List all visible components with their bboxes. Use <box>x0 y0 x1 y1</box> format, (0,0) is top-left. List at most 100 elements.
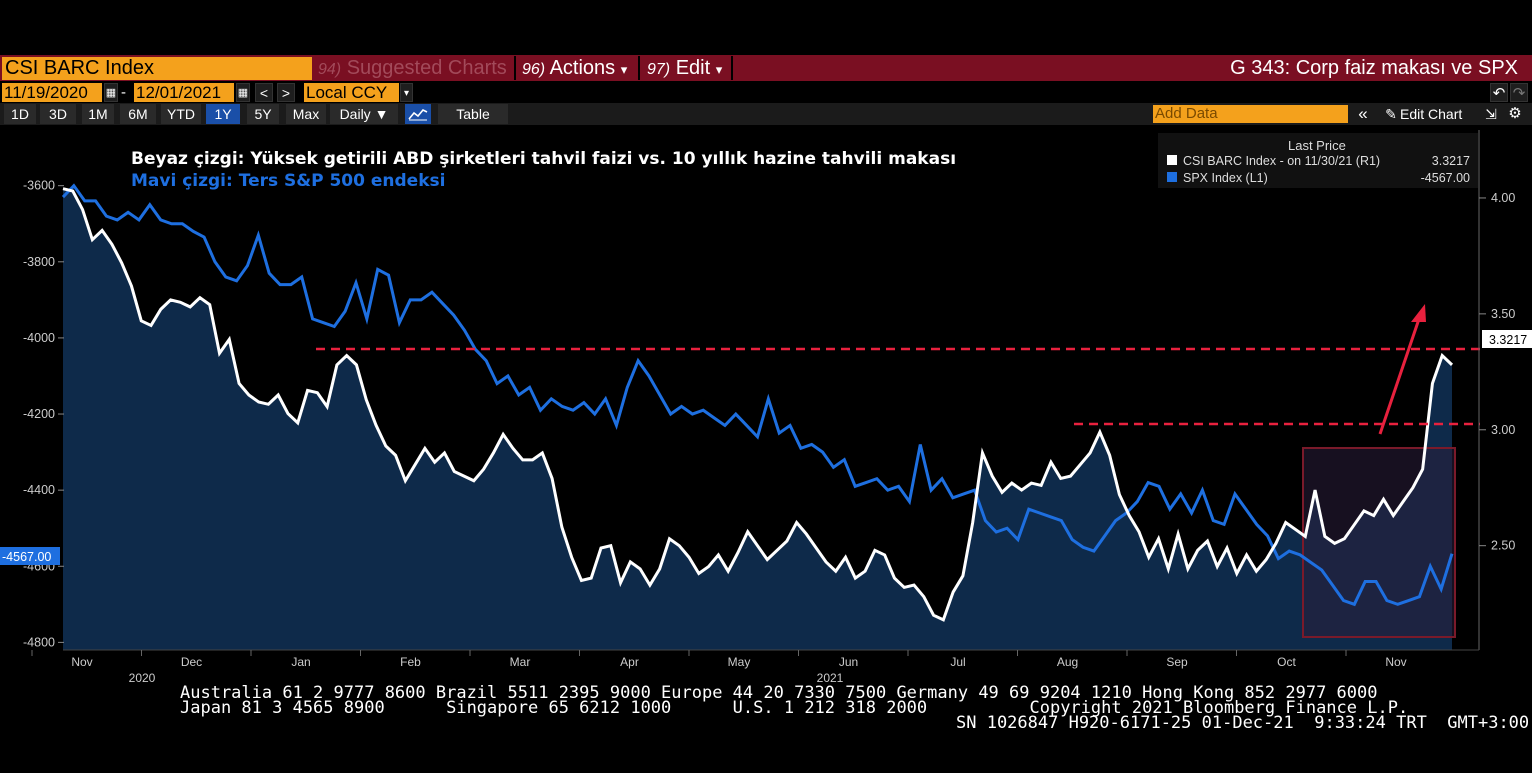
edit-label: Edit <box>675 57 711 79</box>
range-5y[interactable]: 5Y <box>247 104 279 124</box>
left-tick-label: -3600 <box>23 179 55 193</box>
x-tick: Apr <box>579 650 639 669</box>
legend-box <box>1158 133 1478 188</box>
chart-icon[interactable] <box>405 104 431 124</box>
white-series-area <box>63 188 1452 650</box>
right-tick-label: 3.50 <box>1491 307 1515 321</box>
left-tick: -4800 <box>23 635 64 649</box>
add-data-input[interactable]: Add Data <box>1153 105 1348 123</box>
left-tick: -4400 <box>23 483 64 497</box>
left-tick-label: -4200 <box>23 407 55 421</box>
menu-divider <box>514 56 516 80</box>
chart-title: G 343: Corp faiz makası ve SPX <box>1230 57 1518 79</box>
footer-sn: SN 1026847 H920-6171-25 01-Dec-21 9:33:2… <box>956 713 1530 733</box>
range-ytd[interactable]: YTD <box>161 104 201 124</box>
x-tick: Feb <box>360 650 421 669</box>
x-tick: Oct <box>1236 650 1296 669</box>
left-current-value: -4567.00 <box>2 550 51 564</box>
white-series-line <box>62 187 1454 622</box>
x-tick: Jul <box>907 650 966 669</box>
legend-swatch-white <box>1167 155 1177 165</box>
table-tab[interactable]: Table <box>438 104 508 124</box>
collapse-icon[interactable]: « <box>1352 104 1374 124</box>
x-tick: Sep <box>1126 650 1188 669</box>
footer-phones: Australia 61 2 9777 8600 Brazil 5511 239… <box>180 683 1409 718</box>
x-tick-label: Jun <box>839 655 858 669</box>
left-tick: -4000 <box>23 331 64 345</box>
edit-menu[interactable]: 97) Edit ▾ <box>647 56 722 80</box>
menu-divider <box>638 56 640 80</box>
redo-icon[interactable]: ↷ <box>1510 83 1528 102</box>
range-3d[interactable]: 3D <box>40 104 76 124</box>
x-tick: Jun <box>798 650 858 669</box>
x-tick-label: Sep <box>1166 655 1188 669</box>
right-current-badge: 3.3217 <box>1482 330 1532 348</box>
date-dash: - <box>121 84 126 101</box>
right-tick: 2.50 <box>1479 539 1515 553</box>
left-tick-label: -4000 <box>23 331 55 345</box>
edit-chart-button[interactable]: Edit Chart <box>1400 104 1476 124</box>
edit-num: 97) <box>647 61 671 78</box>
legend-row1-value: 3.3217 <box>1432 154 1470 168</box>
range-6m[interactable]: 6M <box>120 104 156 124</box>
export-icon[interactable]: ⇲ <box>1482 104 1500 124</box>
x-tick: Jan <box>250 650 311 669</box>
year-label: 2021 <box>817 671 844 685</box>
legend-header: Last Price <box>1288 138 1346 153</box>
next-period-button[interactable]: > <box>277 83 295 102</box>
currency-dropdown-icon[interactable]: ▾ <box>400 83 413 102</box>
x-tick: Dec <box>141 650 202 669</box>
trend-arrow <box>1378 315 1422 435</box>
x-tick-label: Aug <box>1057 655 1078 669</box>
highlight-box <box>1302 447 1456 638</box>
range-1m[interactable]: 1M <box>82 104 114 124</box>
x-tick: Mar <box>469 650 531 669</box>
right-current-value: 3.3217 <box>1489 333 1527 347</box>
left-axis: -3600-3800-4000-4200-4400-4600-4800 <box>23 179 64 649</box>
suggested-charts-menu[interactable]: 94) Suggested Charts <box>318 56 507 80</box>
end-date-field[interactable]: 12/01/2021 <box>134 83 234 102</box>
calendar-icon[interactable]: ▦ <box>104 83 118 102</box>
frequency-select[interactable]: Daily ▼ <box>330 104 398 124</box>
actions-dropdown-icon: ▾ <box>620 62 628 77</box>
x-tick: Nov <box>31 650 93 669</box>
legend-swatch-blue <box>1167 172 1177 182</box>
left-tick-label: -4400 <box>23 483 55 497</box>
range-1d[interactable]: 1D <box>4 104 36 124</box>
annotation-blue: Mavi çizgi: Ters S&P 500 endeksi <box>131 171 445 191</box>
range-max[interactable]: Max <box>286 104 326 124</box>
pencil-icon[interactable]: ✎ <box>1380 104 1402 124</box>
left-tick: -3600 <box>23 179 64 193</box>
x-tick-label: May <box>728 655 751 669</box>
right-tick-label: 2.50 <box>1491 539 1515 553</box>
left-current-badge: -4567.00 <box>0 547 60 565</box>
prev-period-button[interactable]: < <box>255 83 273 102</box>
x-tick: Aug <box>1017 650 1078 669</box>
right-tick: 4.00 <box>1479 191 1515 205</box>
arrow-head <box>1411 304 1426 322</box>
ticker-field[interactable]: CSI BARC Index <box>2 57 312 80</box>
left-tick-label: -4800 <box>23 635 55 649</box>
start-date-field[interactable]: 11/19/2020 <box>2 83 102 102</box>
year-label: 2020 <box>129 671 156 685</box>
calendar-icon[interactable]: ▦ <box>236 83 250 102</box>
currency-select[interactable]: Local CCY <box>304 83 399 102</box>
right-axis: 4.00 3.50 3.00 2.50 <box>1479 191 1515 553</box>
chart-svg: -3600-3800-4000-4200-4400-4600-4800 4.00… <box>0 130 1532 685</box>
gear-icon[interactable]: ⚙ <box>1504 104 1526 124</box>
x-tick-label: Jul <box>950 655 965 669</box>
left-tick-label: -3800 <box>23 255 55 269</box>
x-tick-label: Oct <box>1277 655 1296 669</box>
legend-row1-label: CSI BARC Index - on 11/30/21 (R1) <box>1183 154 1380 168</box>
legend-row2-label: SPX Index (L1) <box>1183 171 1268 185</box>
menu-divider <box>731 56 733 80</box>
undo-icon[interactable]: ↶ <box>1490 83 1508 102</box>
x-tick: Nov <box>1345 650 1407 669</box>
left-tick: -3800 <box>23 255 64 269</box>
x-tick-label: Apr <box>620 655 639 669</box>
range-1y[interactable]: 1Y <box>206 104 240 124</box>
blue-series-line <box>61 183 1454 607</box>
chart-glyph <box>408 109 428 121</box>
actions-menu[interactable]: 96) Actions ▾ <box>522 56 627 80</box>
x-tick-label: Mar <box>510 655 531 669</box>
